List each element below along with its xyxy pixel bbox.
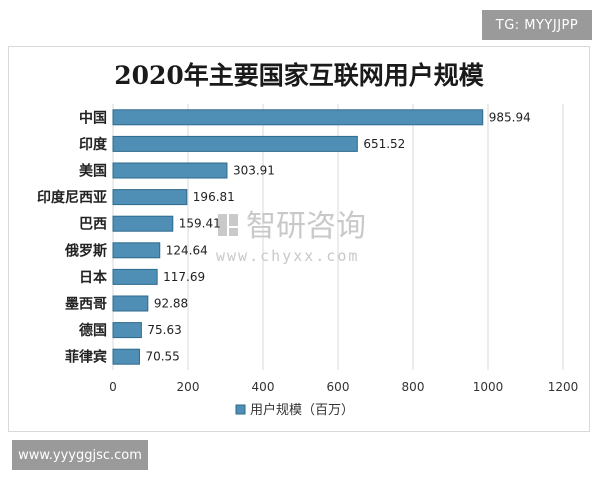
category-label: 中国 <box>79 109 107 126</box>
legend: 用户规模（百万） <box>235 402 354 418</box>
legend-swatch <box>235 404 246 415</box>
x-tick-label: 1000 <box>473 380 504 394</box>
x-tick-label: 800 <box>402 380 425 394</box>
watermark-logo-icon <box>218 214 238 236</box>
category-label: 印度尼西亚 <box>37 189 107 206</box>
x-axis-ticks: 0 200 400 600 800 1000 1200 <box>109 380 578 394</box>
value-labels: 985.94 651.52 303.91 196.81 159.41 124.64 117.… <box>145 110 530 363</box>
category-label: 德国 <box>79 322 107 339</box>
value-label: 124.64 <box>166 243 208 257</box>
value-label: 303.91 <box>233 164 275 178</box>
category-label: 巴西 <box>79 217 107 233</box>
x-tick-label: 400 <box>252 380 275 394</box>
bar-2 <box>112 162 228 179</box>
watermark-brand: 智研咨询 <box>246 209 366 244</box>
chart-title: 2020年主要国家互联网用户规模 <box>114 61 484 90</box>
value-label: 196.81 <box>193 190 235 204</box>
bar-4 <box>112 215 174 232</box>
value-label: 651.52 <box>363 137 405 151</box>
bar-8 <box>112 322 142 339</box>
category-label: 日本 <box>79 269 108 286</box>
value-label: 159.41 <box>179 217 221 231</box>
watermark-url: www.chyxx.com <box>216 247 359 265</box>
bar-6 <box>112 268 158 285</box>
category-label: 墨西哥 <box>65 297 107 313</box>
bottom-watermark-badge: www.yyyggjsc.com <box>12 440 148 470</box>
value-label: 92.88 <box>154 297 188 311</box>
category-label: 俄罗斯 <box>64 242 107 259</box>
category-label: 菲律宾 <box>65 349 107 366</box>
category-label: 美国 <box>79 163 107 180</box>
bar-5 <box>112 242 161 259</box>
bar-9 <box>112 348 140 365</box>
category-label: 印度 <box>79 136 108 153</box>
bars <box>112 109 484 365</box>
value-label: 70.55 <box>145 350 179 364</box>
top-watermark-badge: TG: MYYJJPP <box>482 10 592 40</box>
x-tick-label: 200 <box>177 380 200 394</box>
center-watermark: 智研咨询 www.chyxx.com <box>216 209 366 265</box>
x-tick-label: 0 <box>109 380 117 394</box>
value-label: 75.63 <box>147 323 181 337</box>
legend-label: 用户规模（百万） <box>250 402 354 418</box>
x-tick-label: 600 <box>327 380 350 394</box>
value-label: 117.69 <box>163 270 205 284</box>
x-tick-label: 1200 <box>548 380 579 394</box>
bar-1 <box>112 135 358 152</box>
value-label: 985.94 <box>489 110 531 124</box>
bar-7 <box>112 295 149 312</box>
bar-0 <box>112 109 484 126</box>
bar-3 <box>112 189 188 206</box>
